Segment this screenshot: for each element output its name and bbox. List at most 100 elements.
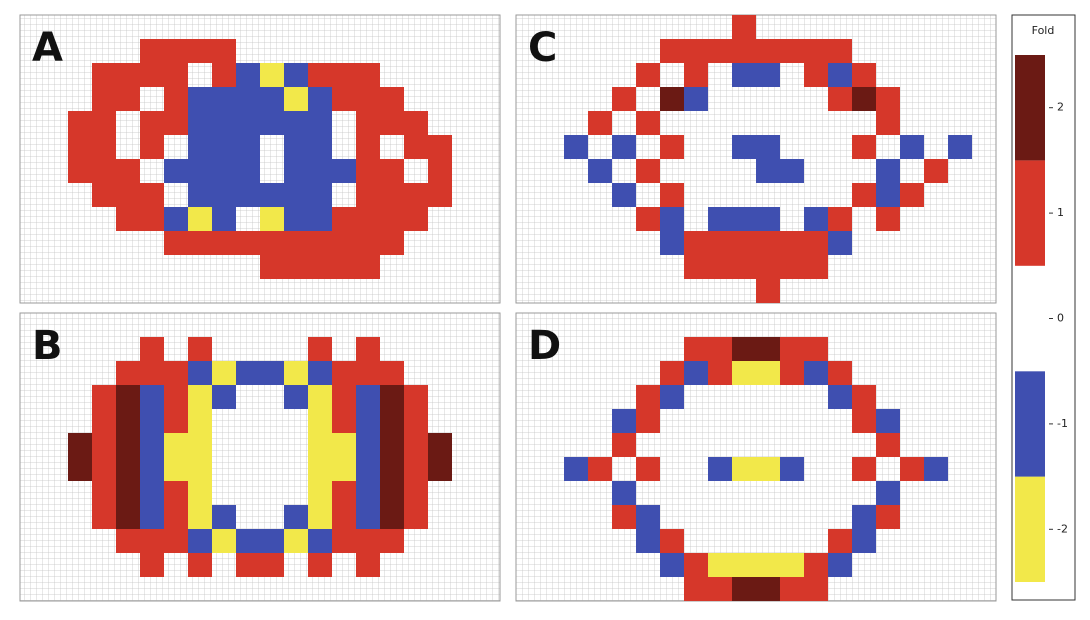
heatmap-cell xyxy=(828,39,852,63)
heatmap-cell xyxy=(356,183,380,207)
heatmap-cell xyxy=(116,39,140,63)
heatmap-cell xyxy=(476,409,500,433)
heatmap-cell xyxy=(188,481,212,505)
heatmap-cell xyxy=(852,63,876,87)
heatmap-cell xyxy=(188,577,212,601)
heatmap-cell xyxy=(828,553,852,577)
heatmap-cell xyxy=(140,505,164,529)
heatmap-cell xyxy=(516,529,540,553)
heatmap-cell xyxy=(564,231,588,255)
heatmap-cell xyxy=(284,63,308,87)
heatmap-cell xyxy=(876,385,900,409)
heatmap-cell xyxy=(708,159,732,183)
panels: A B C D xyxy=(19,14,997,602)
heatmap-cell xyxy=(972,255,996,279)
heatmap-cell xyxy=(116,111,140,135)
heatmap-cell xyxy=(588,409,612,433)
heatmap-cell xyxy=(212,135,236,159)
heatmap-cell xyxy=(924,409,948,433)
heatmap-cell xyxy=(876,505,900,529)
heatmap-cell xyxy=(612,63,636,87)
heatmap-cell xyxy=(380,433,404,457)
heatmap-cell xyxy=(564,529,588,553)
heatmap-cell xyxy=(732,135,756,159)
heatmap-cell xyxy=(404,337,428,361)
heatmap-cell xyxy=(948,255,972,279)
heatmap-cell xyxy=(756,481,780,505)
heatmap-cell xyxy=(308,385,332,409)
heatmap-cell xyxy=(44,255,68,279)
heatmap-cell xyxy=(164,63,188,87)
heatmap-cell xyxy=(404,313,428,337)
heatmap-cell xyxy=(900,481,924,505)
heatmap-cell xyxy=(236,409,260,433)
heatmap-cell xyxy=(732,337,756,361)
heatmap-cell xyxy=(756,577,780,601)
heatmap-cell xyxy=(900,87,924,111)
heatmap-cell xyxy=(732,183,756,207)
heatmap-cell xyxy=(332,279,356,303)
heatmap-cell xyxy=(900,135,924,159)
heatmap-cell xyxy=(476,577,500,601)
heatmap-cell xyxy=(540,457,564,481)
heatmap-panel: A xyxy=(19,14,501,304)
heatmap-cell xyxy=(404,135,428,159)
heatmap-cell xyxy=(732,63,756,87)
heatmap-cell xyxy=(516,553,540,577)
heatmap-cell xyxy=(588,279,612,303)
heatmap-cell xyxy=(924,135,948,159)
heatmap-cell xyxy=(236,231,260,255)
heatmap-cell xyxy=(612,361,636,385)
heatmap-cell xyxy=(564,111,588,135)
heatmap-cell xyxy=(260,457,284,481)
heatmap-cell xyxy=(164,553,188,577)
heatmap-cell xyxy=(380,313,404,337)
heatmap-cell xyxy=(588,231,612,255)
heatmap-cell xyxy=(756,231,780,255)
heatmap-cell xyxy=(260,159,284,183)
heatmap-cell xyxy=(876,553,900,577)
heatmap-cell xyxy=(684,313,708,337)
heatmap-cell xyxy=(636,63,660,87)
heatmap-cell xyxy=(948,183,972,207)
heatmap-cell xyxy=(68,409,92,433)
heatmap-cell xyxy=(116,313,140,337)
heatmap-cell xyxy=(332,159,356,183)
heatmap-cell xyxy=(588,87,612,111)
heatmap-cell xyxy=(564,279,588,303)
heatmap-cell xyxy=(780,385,804,409)
heatmap-cell xyxy=(44,87,68,111)
heatmap-cell xyxy=(732,279,756,303)
heatmap-cell xyxy=(236,111,260,135)
heatmap-cell xyxy=(780,409,804,433)
heatmap-cell xyxy=(164,15,188,39)
heatmap-cell xyxy=(308,337,332,361)
heatmap-cell xyxy=(516,457,540,481)
heatmap-cell xyxy=(972,337,996,361)
heatmap-cell xyxy=(684,231,708,255)
heatmap-cell xyxy=(476,553,500,577)
heatmap-cell xyxy=(636,207,660,231)
heatmap-cell xyxy=(140,385,164,409)
heatmap-cell xyxy=(68,231,92,255)
heatmap-cell xyxy=(612,159,636,183)
heatmap-cell xyxy=(284,207,308,231)
heatmap-cell xyxy=(236,63,260,87)
heatmap-cell xyxy=(380,409,404,433)
heatmap-cell xyxy=(236,529,260,553)
heatmap-cell xyxy=(308,577,332,601)
heatmap-cell xyxy=(356,135,380,159)
heatmap-cell xyxy=(540,577,564,601)
heatmap-cell xyxy=(756,111,780,135)
heatmap-cell xyxy=(356,15,380,39)
heatmap-cell xyxy=(588,63,612,87)
heatmap-cell xyxy=(636,15,660,39)
heatmap-cell xyxy=(68,385,92,409)
panel-label: D xyxy=(528,323,561,369)
heatmap-cell xyxy=(44,183,68,207)
heatmap-cell xyxy=(332,361,356,385)
heatmap-cell xyxy=(236,505,260,529)
heatmap-cell xyxy=(476,505,500,529)
heatmap-cell xyxy=(332,577,356,601)
heatmap-cell xyxy=(380,337,404,361)
